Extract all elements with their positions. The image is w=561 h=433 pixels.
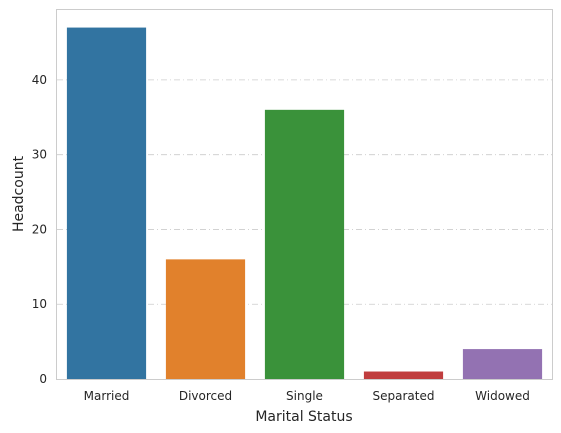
y-tick-label: 30 [32,148,47,162]
x-tick-label-divorced: Divorced [179,389,232,403]
y-axis-title: Headcount [11,155,27,232]
plot-frame [56,9,553,380]
bar-separated [363,371,444,379]
y-tick-labels: 0 10 20 30 40 [32,73,47,386]
x-tick-label-single: Single [286,389,323,403]
bar-single [264,109,345,379]
x-axis-title: Marital Status [255,409,352,425]
y-tick-label: 10 [32,297,47,311]
y-tick-label: 20 [32,222,47,236]
bar-divorced [165,259,246,379]
x-tick-label-widowed: Widowed [475,389,530,403]
x-tick-label-separated: Separated [373,389,435,403]
bars-layer [66,27,543,379]
x-tick-labels: Married Divorced Single Separated Widowed [84,389,530,403]
y-tick-label: 0 [39,372,47,386]
x-tick-label-married: Married [84,389,130,403]
y-tick-label: 40 [32,73,47,87]
bar-married [66,27,147,379]
bar-widowed [462,349,543,379]
